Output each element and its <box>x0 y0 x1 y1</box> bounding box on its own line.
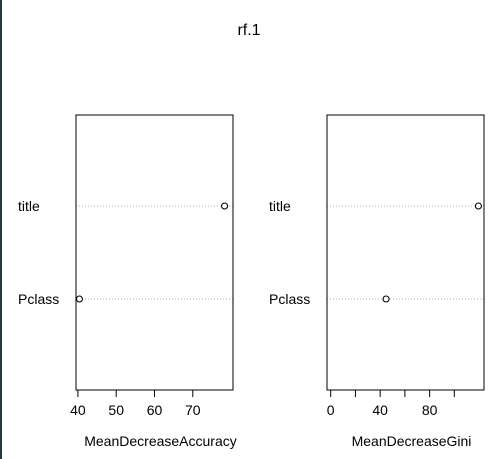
x-tick-label: 70 <box>185 402 201 418</box>
variable-label-title-accuracy: title <box>18 198 40 214</box>
x-tick-label: 40 <box>70 402 86 418</box>
x-tick-label: 60 <box>147 402 163 418</box>
x-tick-label: 0 <box>327 402 335 418</box>
point-title <box>221 202 229 210</box>
x-axis-title: MeanDecreaseGini <box>352 433 472 449</box>
point-pclass <box>75 295 83 303</box>
window-edge <box>0 0 2 459</box>
plot-frame <box>326 114 485 391</box>
x-tick-label: 50 <box>108 402 124 418</box>
variable-label-pclass-accuracy: Pclass <box>18 291 59 307</box>
x-axis-title: MeanDecreaseAccuracy <box>84 433 237 449</box>
chart-title: rf.1 <box>237 22 260 39</box>
panel-mean-decrease-accuracy: title Pclass 40 50 60 70 MeanDecreaseAccuracy <box>18 114 237 449</box>
point-pclass <box>382 295 390 303</box>
variable-label-title-gini: title <box>269 198 291 214</box>
plot-frame <box>75 114 234 391</box>
point-title <box>474 202 482 210</box>
x-tick-label: 40 <box>372 402 388 418</box>
panel-mean-decrease-gini: title Pclass 0 40 80 MeanDecreaseGini <box>269 114 485 449</box>
variable-label-pclass-gini: Pclass <box>269 291 310 307</box>
x-tick-label: 80 <box>422 402 438 418</box>
